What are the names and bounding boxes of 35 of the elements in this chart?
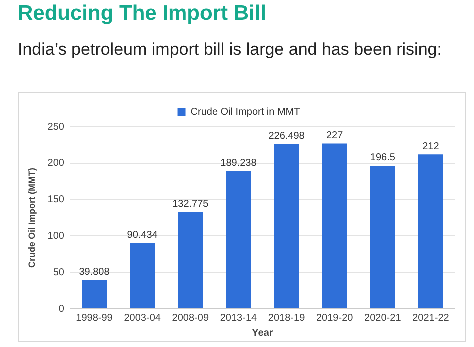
chart-title: Reducing The Import Bill (18, 2, 267, 26)
x-tick-label: 2019-20 (316, 312, 354, 324)
x-tick-label: 2018-19 (268, 312, 306, 324)
y-tick-label: 250 (48, 122, 65, 133)
y-axis-title: Crude Oil Import (MMT) (26, 168, 37, 268)
y-tick-label: 150 (48, 194, 65, 206)
bar (418, 154, 444, 308)
bar (82, 280, 108, 308)
bar (322, 144, 348, 308)
data-label: 132.775 (172, 199, 210, 210)
x-tick-label: 2008-09 (172, 312, 210, 324)
bar (226, 171, 252, 308)
data-label: 39.808 (79, 266, 110, 278)
bar (274, 144, 300, 308)
bar (130, 243, 156, 308)
data-label: 196.5 (370, 152, 396, 164)
data-label: 212 (422, 141, 440, 152)
bar (178, 212, 204, 308)
x-tick-label: 1998-99 (76, 312, 114, 324)
x-tick-label: 2021-22 (412, 312, 450, 324)
data-label: 227 (326, 130, 344, 142)
y-tick-label: 100 (48, 230, 65, 242)
x-tick-label: 2013-14 (220, 312, 258, 324)
data-label: 189.238 (220, 158, 258, 169)
y-tick-label: 50 (53, 267, 65, 278)
x-axis-title: Year (252, 328, 274, 339)
y-tick-label: 200 (48, 158, 65, 170)
legend-label: Crude Oil Import in MMT (190, 106, 300, 118)
x-tick-label: 2003-04 (124, 312, 162, 324)
chart-subtitle: India’s petroleum import bill is large and has been rising: (18, 39, 443, 61)
bar (370, 166, 396, 308)
x-tick-label: 2020-21 (364, 312, 402, 324)
y-tick-label: 0 (58, 304, 65, 315)
data-label: 90.434 (127, 230, 158, 241)
data-label: 226.498 (268, 130, 306, 142)
